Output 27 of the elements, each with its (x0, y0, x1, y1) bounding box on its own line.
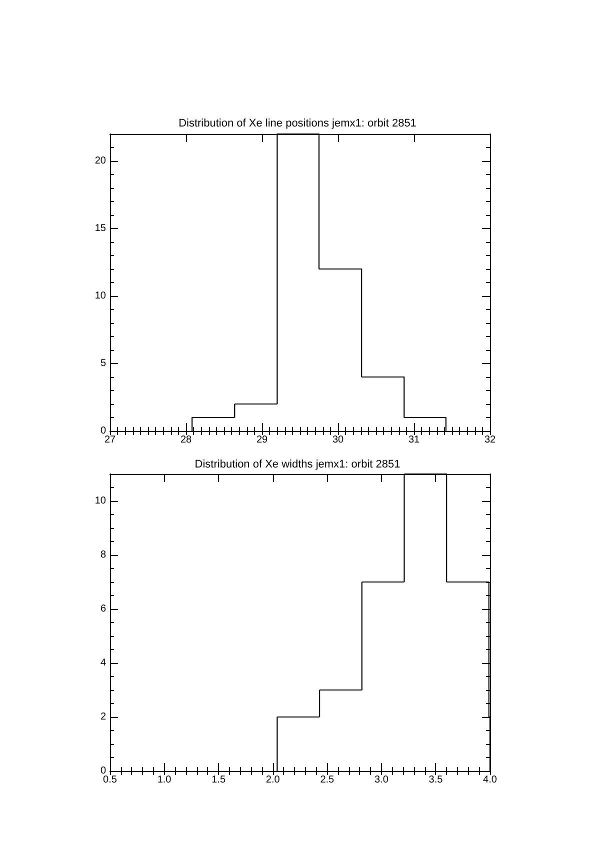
x-tick-label: 3.5 (428, 774, 444, 786)
y-tick-label: 2 (100, 712, 106, 722)
x-tick-label: 1.0 (157, 774, 172, 786)
x-tick-label: 2.5 (320, 774, 335, 786)
x-tick-label: 30 (332, 434, 344, 446)
y-tick-label: 0 (100, 426, 106, 436)
y-tick-label: 4 (100, 658, 106, 668)
x-tick-label: 32 (484, 434, 496, 446)
x-tick-label: 29 (256, 434, 268, 446)
y-tick-label: 20 (94, 156, 106, 166)
x-tick-label: 1.5 (212, 774, 226, 786)
x-tick-label: 3.0 (374, 774, 389, 786)
y-tick-label: 15 (94, 223, 106, 234)
y-tick-label: 10 (94, 496, 106, 506)
x-tick-label: 27 (104, 434, 116, 446)
x-tick-label: 31 (408, 434, 420, 446)
x-tick-label: 0.5 (103, 774, 118, 786)
y-tick-label: 0 (100, 766, 106, 776)
y-tick-label: 6 (100, 604, 106, 614)
chart-title: Distribution of Xe line positions jemx1: orbit 2851 (178, 118, 416, 130)
x-tick-label: 4.0 (483, 774, 498, 786)
y-tick-label: 10 (94, 290, 106, 302)
x-tick-label: 2.0 (266, 774, 280, 786)
chart-title: Distribution of Xe widths jemx1: orbit 2851 (194, 458, 400, 470)
y-tick-label: 8 (100, 550, 106, 560)
x-tick-label: 28 (180, 434, 192, 446)
y-tick-label: 5 (100, 358, 106, 369)
